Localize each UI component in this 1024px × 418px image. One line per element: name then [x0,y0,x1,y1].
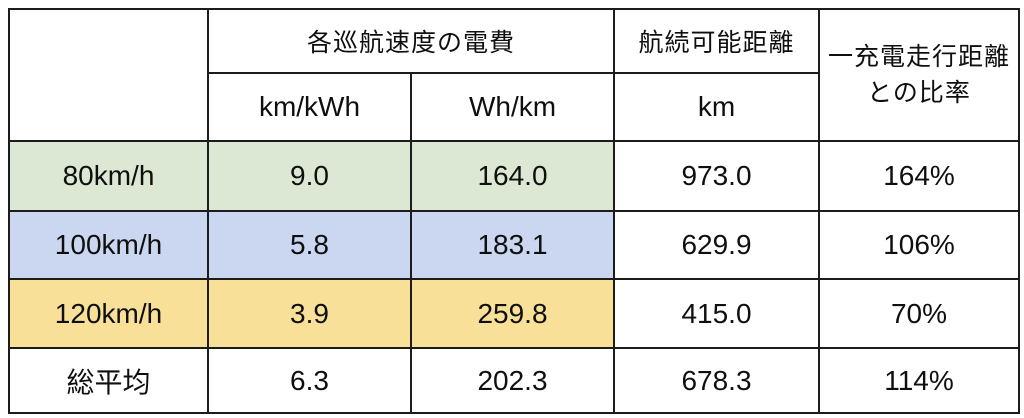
value-cell-km-per-kwh: 3.9 [207,278,412,349]
header-range: 航続可能距離 [613,8,821,74]
value-cell-wh-per-km: 259.8 [409,278,616,349]
value-cell-ratio: 164% [818,140,1021,212]
table-row-average: 総平均 6.3 202.3 678.3 114% [8,347,1021,414]
header-row-units: km/kWh Wh/km km [9,72,1019,142]
blank-corner-cell [8,8,209,142]
row-label-cell: 100km/h [8,210,209,280]
value-cell-range-km: 973.0 [613,140,821,212]
value-cell-ratio: 70% [818,278,1021,349]
header-row-groups: 各巡航速度の電費 航続可能距離 一充電走行距離 との比率 [8,8,1021,142]
header-power-consumption: 各巡航速度の電費 [206,8,616,74]
row-label-cell: 総平均 [8,347,209,414]
row-label-cell: 120km/h [8,278,209,349]
value-cell-km-per-kwh: 5.8 [207,210,412,280]
header-ratio: 一充電走行距離 との比率 [818,8,1021,142]
value-cell-range-km: 415.0 [613,278,821,349]
ev-efficiency-table: 各巡航速度の電費 航続可能距離 一充電走行距離 との比率 km/kWh Wh/k… [8,8,1021,414]
value-cell-km-per-kwh: 6.3 [207,347,412,414]
value-cell-wh-per-km: 164.0 [409,140,616,212]
value-cell-ratio: 114% [818,347,1021,414]
value-cell-wh-per-km: 202.3 [409,347,616,414]
header-unit-wh-per-km: Wh/km [409,72,616,142]
table-row-120kmh: 120km/h 3.9 259.8 415.0 70% [8,278,1021,349]
row-label-cell: 80km/h [8,140,209,212]
value-cell-range-km: 629.9 [613,210,821,280]
value-cell-wh-per-km: 183.1 [409,210,616,280]
table-row-80kmh: 80km/h 9.0 164.0 973.0 164% [8,140,1021,212]
value-cell-range-km: 678.3 [613,347,821,414]
header-unit-km-per-kwh: km/kWh [207,72,412,142]
table-row-100kmh: 100km/h 5.8 183.1 629.9 106% [8,210,1021,280]
value-cell-ratio: 106% [818,210,1021,280]
value-cell-km-per-kwh: 9.0 [207,140,412,212]
header-unit-km: km [613,72,821,142]
